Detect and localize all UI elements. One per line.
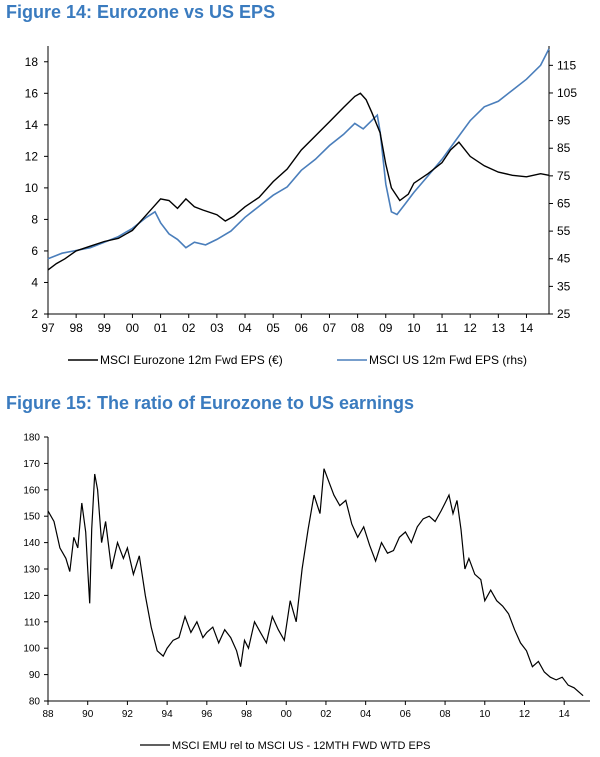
y-tick-label: 160: [23, 485, 40, 496]
x-tick-label: 99: [98, 321, 112, 335]
x-tick-label: 14: [520, 321, 534, 335]
x-tick-label: 08: [351, 321, 365, 335]
x-tick-label: 07: [323, 321, 337, 335]
legend-label-ratio: MSCI EMU rel to MSCI US - 12MTH FWD WTD …: [172, 740, 431, 752]
y-tick-label: 110: [24, 617, 40, 628]
x-tick-label: 94: [162, 709, 174, 720]
x-tick-label: 02: [182, 321, 196, 335]
legend-label-eurozone: MSCI Eurozone 12m Fwd EPS (€): [100, 353, 283, 367]
x-tick-label: 97: [41, 321, 55, 335]
x-tick-label: 06: [400, 709, 412, 720]
x-tick-label: 90: [82, 709, 94, 720]
x-tick-label: 10: [479, 709, 491, 720]
y-tick-label: 170: [23, 459, 40, 470]
y2-tick-label: 95: [557, 114, 571, 128]
y-tick-label: 90: [29, 670, 41, 681]
y-tick-label: 16: [25, 86, 39, 100]
y-tick-label: 12: [25, 149, 39, 163]
x-tick-label: 13: [492, 321, 506, 335]
x-tick-label: 98: [241, 709, 253, 720]
y2-tick-label: 85: [557, 141, 571, 155]
x-tick-label: 88: [42, 709, 54, 720]
figure-15-title: Figure 15: The ratio of Eurozone to US e…: [6, 393, 415, 413]
x-tick-label: 03: [210, 321, 224, 335]
x-tick-label: 02: [320, 709, 332, 720]
y-tick-label: 130: [23, 565, 40, 576]
us-eps-line: [47, 48, 550, 260]
y2-tick-label: 35: [557, 279, 571, 293]
y-tick-label: 2: [31, 307, 38, 321]
x-tick-label: 10: [407, 321, 421, 335]
eurozone-eps-line: [47, 92, 550, 271]
y-tick-label: 4: [31, 275, 38, 289]
y2-tick-label: 45: [557, 252, 571, 266]
y-tick-label: 8: [31, 212, 38, 226]
x-tick-label: 01: [154, 321, 168, 335]
x-tick-label: 08: [440, 709, 452, 720]
y-tick-label: 120: [23, 591, 40, 602]
y2-tick-label: 55: [557, 224, 571, 238]
x-tick-label: 00: [126, 321, 140, 335]
y-tick-label: 10: [25, 181, 39, 195]
y-tick-label: 180: [23, 433, 40, 444]
figure-15-chart: 80 90 100 110 120 130 140 150 160 170 180 88 90 92 94 9…: [23, 433, 590, 752]
x-tick-label: 92: [122, 709, 134, 720]
x-tick-label: 98: [69, 321, 83, 335]
y-tick-label: 140: [23, 538, 40, 549]
x-tick-label: 04: [360, 709, 372, 720]
y2-tick-label: 65: [557, 196, 571, 210]
y2-tick-label: 115: [557, 58, 576, 72]
x-tick-label: 09: [379, 321, 393, 335]
x-tick-label: 05: [266, 321, 280, 335]
y-tick-label: 150: [23, 512, 40, 523]
x-tick-label: 96: [201, 709, 213, 720]
x-tick-label: 11: [436, 321, 449, 335]
y2-tick-label: 75: [557, 169, 571, 183]
x-tick-label: 00: [281, 709, 293, 720]
y-tick-label: 100: [23, 644, 40, 655]
y-tick-label: 6: [31, 244, 38, 258]
ratio-line: [47, 468, 584, 697]
x-tick-label: 14: [559, 709, 571, 720]
x-tick-label: 06: [295, 321, 309, 335]
figure-14-chart: 2 4 6 8 10 12 14 16 18 25 35 45 55 65 75 85 95 105 115 97 98…: [25, 46, 577, 367]
y2-tick-label: 25: [557, 307, 571, 321]
y-tick-label: 14: [25, 118, 39, 132]
x-tick-label: 12: [464, 321, 478, 335]
y2-tick-label: 105: [557, 86, 577, 100]
legend-label-us: MSCI US 12m Fwd EPS (rhs): [369, 353, 527, 367]
figure-14-title: Figure 14: Eurozone vs US EPS: [6, 2, 276, 22]
y-tick-label: 80: [29, 697, 41, 708]
x-tick-label: 04: [238, 321, 252, 335]
x-tick-label: 12: [519, 709, 531, 720]
y-tick-label: 18: [25, 55, 39, 69]
